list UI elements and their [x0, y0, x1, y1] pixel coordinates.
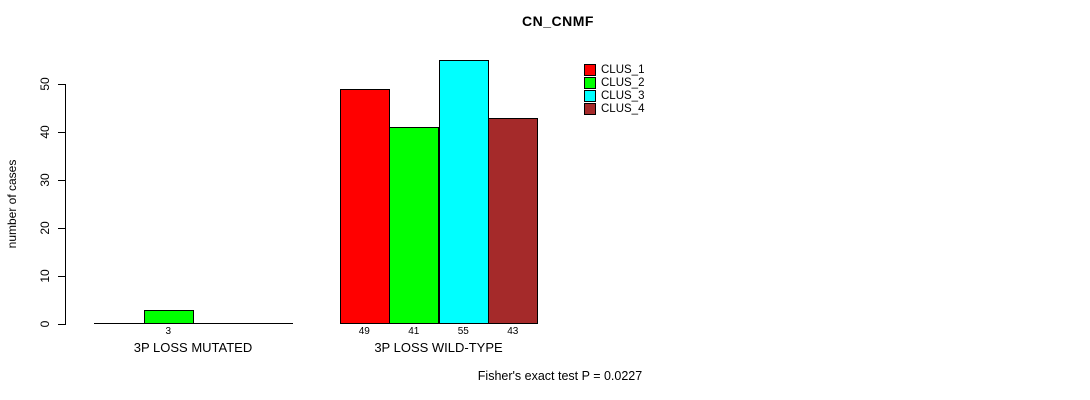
legend-color-swatch	[584, 76, 596, 89]
legend-item: CLUS_3	[584, 89, 644, 102]
bar-clus_3	[439, 60, 489, 324]
zero-bar-baseline	[193, 323, 243, 324]
y-tick-label: 20	[38, 221, 52, 235]
bar-value-label: 55	[457, 326, 469, 337]
zero-bar-baseline	[94, 323, 144, 324]
category-label: 3P LOSS WILD-TYPE	[374, 340, 503, 355]
y-tick-label: 30	[38, 173, 52, 187]
bar-value-label: 49	[358, 326, 370, 337]
legend-item-label: CLUS_3	[601, 89, 645, 102]
y-axis-tick	[58, 180, 65, 181]
legend-item-label: CLUS_2	[601, 76, 645, 89]
y-axis-tick	[58, 132, 65, 133]
bar-clus_2	[144, 310, 194, 324]
legend-item: CLUS_4	[584, 102, 644, 115]
y-axis-tick	[58, 84, 65, 85]
chart-title: CN_CNMF	[522, 13, 594, 29]
fisher-test-annotation: Fisher's exact test P = 0.0227	[477, 369, 643, 383]
y-tick-label: 10	[38, 269, 52, 283]
bar-clus_4	[488, 118, 538, 324]
bar-clus_2	[389, 127, 439, 324]
y-tick-label: 50	[38, 77, 52, 91]
legend-color-swatch	[584, 63, 596, 76]
legend-item: CLUS_1	[584, 63, 644, 76]
y-axis-line	[65, 84, 66, 325]
legend-color-swatch	[584, 102, 596, 115]
y-tick-label: 0	[38, 320, 52, 328]
y-axis-tick	[58, 276, 65, 277]
legend-item-label: CLUS_4	[601, 102, 645, 115]
y-axis-tick	[58, 228, 65, 229]
bar-value-label: 3	[165, 326, 172, 337]
legend: CLUS_1 CLUS_2 CLUS_3 CLUS_4	[584, 63, 644, 115]
y-tick-label: 40	[38, 125, 52, 139]
category-label: 3P LOSS MUTATED	[133, 340, 253, 355]
bar-value-label: 41	[408, 326, 420, 337]
zero-bar-baseline	[243, 323, 293, 324]
bar-clus_1	[340, 89, 390, 324]
y-axis-title: number of cases	[5, 159, 19, 249]
legend-item-label: CLUS_1	[601, 63, 645, 76]
bar-value-label: 43	[507, 326, 519, 337]
legend-color-swatch	[584, 89, 596, 102]
legend-item: CLUS_2	[584, 76, 644, 89]
y-axis-tick	[58, 324, 65, 325]
